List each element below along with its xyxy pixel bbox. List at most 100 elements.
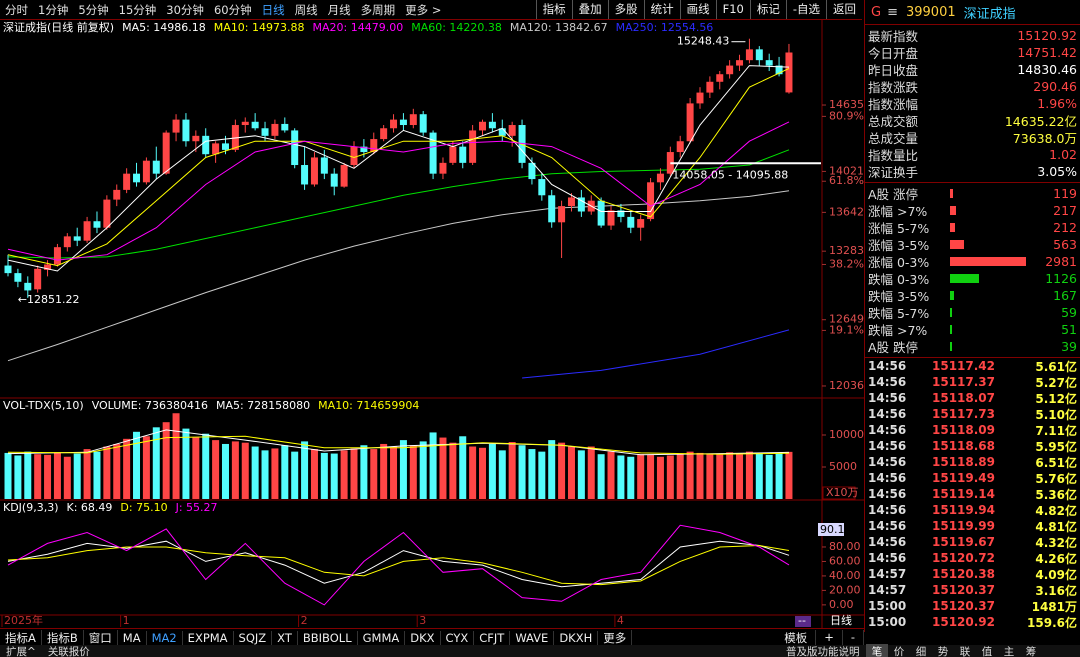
tool-button[interactable]: 叠加 (571, 0, 608, 19)
indicator-tab[interactable]: 指标B (42, 629, 84, 646)
view-button[interactable]: 势 (937, 645, 949, 657)
period-tab[interactable]: 15分钟 (118, 2, 157, 17)
indicator-tab[interactable]: MA2 (147, 630, 183, 645)
tab-control[interactable]: + (816, 629, 843, 646)
indicator-line (7, 544, 790, 586)
candle-body (399, 119, 407, 126)
legend-item: VOLUME: 736380416 (92, 399, 208, 412)
volume-bar (310, 449, 318, 499)
period-tab[interactable]: 30分钟 (166, 2, 204, 17)
period-tab[interactable]: 更多 > (405, 2, 442, 17)
tick-time: 14:56 (868, 535, 907, 549)
volume-bar (666, 455, 674, 499)
indicator-tab[interactable]: SQJZ (234, 630, 273, 645)
period-tab[interactable]: 月线 (327, 2, 351, 17)
candle-body (310, 157, 318, 185)
tool-button[interactable]: -自选 (785, 0, 826, 19)
volume-bar (518, 445, 526, 499)
quote-rows: 最新指数 15120.92 今日开盘 14751.42 昨日收盘 14830.46 指数涨跌… (865, 25, 1080, 183)
candle-body (686, 103, 694, 142)
tick-row: 15:00 15120.92 159.6亿 (865, 614, 1080, 630)
volume-bar (647, 454, 655, 499)
period-tab[interactable]: 5分钟 (78, 2, 109, 17)
volume-bar (726, 452, 734, 499)
view-button[interactable]: 联 (959, 645, 971, 657)
volume-bar (538, 451, 546, 499)
breadth-row: 涨幅 0-3% 2981 (865, 253, 1080, 270)
candle-body (538, 179, 546, 196)
tool-button[interactable]: F10 (715, 0, 750, 19)
candle-body (647, 182, 655, 220)
tab-controls: 模板 + - (776, 629, 864, 646)
view-button[interactable]: 笔 (866, 643, 888, 657)
tick-volume: 3.16亿 (1035, 583, 1077, 598)
volume-bar (53, 452, 61, 499)
candle-body (24, 282, 32, 291)
tool-button[interactable]: 多股 (607, 0, 644, 19)
tick-price: 15120.37 (932, 583, 996, 597)
tab-control[interactable]: - (843, 629, 864, 646)
tool-button[interactable]: 返回 (826, 0, 862, 19)
tab-control[interactable]: 模板 (776, 629, 817, 646)
volume-bar (745, 451, 753, 499)
volume-bar (241, 442, 249, 499)
quote-label: 昨日收盘 (868, 63, 919, 78)
indicator-tab[interactable]: BBIBOLL (298, 630, 358, 645)
status-bar: 扩展^ 关联报价 普及版功能说明笔价细势联值主筹 (0, 643, 1080, 657)
period-tab[interactable]: 多周期 (360, 2, 396, 17)
tool-button[interactable]: 指标 (535, 0, 572, 19)
indicator-tab[interactable]: CYX (441, 630, 475, 645)
period-tab[interactable]: 60分钟 (213, 2, 252, 17)
indicator-tab[interactable]: 更多 (598, 629, 633, 646)
tick-time: 14:56 (868, 359, 907, 373)
view-button[interactable]: 主 (1003, 645, 1015, 657)
indicator-tab[interactable]: WAVE (510, 630, 555, 645)
view-button[interactable]: 价 (893, 645, 905, 657)
period-tab[interactable]: 分时 (5, 2, 28, 17)
breadth-bar (950, 325, 952, 334)
view-button[interactable]: 值 (981, 645, 993, 657)
view-button[interactable]: 筹 (1025, 645, 1037, 657)
period-tab[interactable]: 1分钟 (38, 2, 69, 17)
tick-price: 15117.37 (932, 375, 996, 389)
indicator-tab[interactable]: XT (272, 630, 298, 645)
tick-time: 14:56 (868, 455, 907, 469)
candle-body (390, 119, 398, 129)
indicator-tab[interactable]: DKX (405, 630, 441, 645)
volume-bar (785, 451, 793, 499)
breadth-row: 涨幅 3-5% 563 (865, 236, 1080, 253)
indicator-tab[interactable]: CFJT (474, 630, 511, 645)
breadth-bar-area (950, 257, 1030, 266)
breadth-bar-area (950, 189, 1030, 198)
period-tab[interactable]: 周线 (294, 2, 318, 17)
help-link[interactable]: 普及版功能说明 (786, 645, 860, 657)
y-tick-label: 19.1% (829, 323, 864, 336)
volume-bar (261, 450, 269, 499)
candle-body (73, 236, 81, 241)
candle-body (558, 206, 566, 223)
indicator-tab[interactable]: DKXH (554, 630, 599, 645)
menu-icon[interactable]: ≡ (887, 4, 898, 20)
status-button[interactable]: 关联报价 (47, 645, 90, 657)
breadth-count: 2981 (1045, 254, 1077, 269)
period-tab[interactable]: 日线 (261, 2, 285, 17)
volume-bar (182, 428, 190, 499)
candle-body (142, 160, 150, 183)
tool-button[interactable]: 画线 (679, 0, 716, 19)
quote-value: 15120.92 (1017, 28, 1077, 43)
tick-volume: 4.82亿 (1035, 503, 1077, 518)
indicator-tab[interactable]: GMMA (358, 630, 406, 645)
indicator-tab[interactable]: MA (118, 630, 147, 645)
view-button[interactable]: 细 (915, 645, 927, 657)
indicator-tab[interactable]: EXPMA (183, 630, 234, 645)
indicator-tab[interactable]: 窗口 (84, 629, 118, 646)
tick-row: 14:56 15117.42 5.61亿 (865, 358, 1080, 374)
breadth-row: 涨幅 >7% 217 (865, 202, 1080, 219)
tool-button[interactable]: 标记 (749, 0, 786, 19)
volume-bar (597, 454, 605, 499)
volume-bar (4, 452, 12, 499)
tool-button[interactable]: 统计 (643, 0, 680, 19)
quote-value: 290.46 (1033, 79, 1077, 94)
status-button[interactable]: 扩展^ (6, 645, 36, 657)
indicator-tab[interactable]: 指标A (0, 629, 42, 646)
